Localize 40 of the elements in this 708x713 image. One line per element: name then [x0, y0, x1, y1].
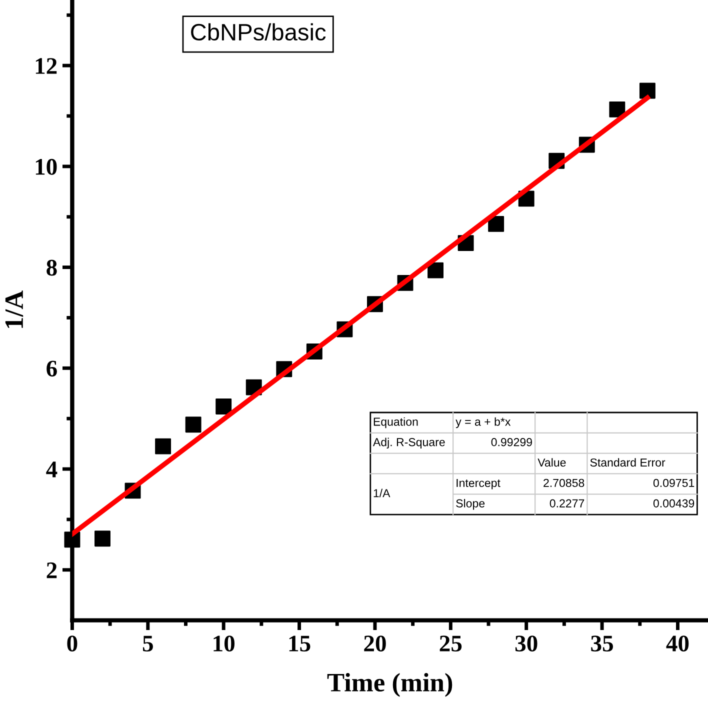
- annotation: Standard Error: [590, 458, 666, 467]
- point: [185, 416, 202, 433]
- annotation: 0.99299: [491, 438, 532, 446]
- y-tick-label: 2: [46, 562, 57, 578]
- x-tick-label: 5: [142, 636, 153, 652]
- annotation: CbNPs/basic: [191, 23, 326, 41]
- point: [216, 398, 232, 414]
- annotation: 1/A: [374, 488, 390, 498]
- x-tick-label: 0: [67, 636, 78, 652]
- x-tick-label: 10: [214, 636, 234, 652]
- point: [64, 532, 80, 548]
- x-tick-label: 40: [666, 636, 689, 652]
- x-tick-label: 30: [515, 636, 538, 652]
- annotation: Adj. R-Square: [372, 438, 445, 448]
- point: [155, 438, 172, 454]
- y-tick-label: 10: [36, 158, 57, 175]
- y-tick-label: 6: [46, 360, 57, 377]
- annotation: y = a + b*x: [456, 417, 511, 428]
- annotation: Value: [538, 458, 566, 467]
- x-tick-label: 20: [364, 636, 386, 652]
- point: [488, 216, 504, 232]
- annotation: Equation: [374, 417, 418, 428]
- point: [609, 101, 626, 118]
- annotation: Slope: [456, 498, 485, 510]
- point: [428, 262, 444, 278]
- x-tick-label: 35: [591, 636, 613, 652]
- y-tick-label: 8: [46, 260, 57, 276]
- point: [94, 530, 110, 547]
- x-axis-title: Time (min): [327, 672, 452, 697]
- point: [639, 82, 656, 99]
- annotation: 0.09751: [653, 478, 694, 488]
- annotation: 2.70858: [544, 478, 584, 488]
- annotation: 0.00439: [653, 499, 694, 508]
- x-tick-label: 25: [440, 636, 462, 652]
- y-axis-title: 1/A: [5, 290, 24, 328]
- y-tick-label: 12: [36, 58, 57, 74]
- annotation: Intercept: [456, 478, 500, 490]
- y-tick-label: 4: [46, 462, 58, 478]
- annotation: 0.2277: [550, 499, 584, 508]
- x-tick-label: 15: [289, 636, 310, 652]
